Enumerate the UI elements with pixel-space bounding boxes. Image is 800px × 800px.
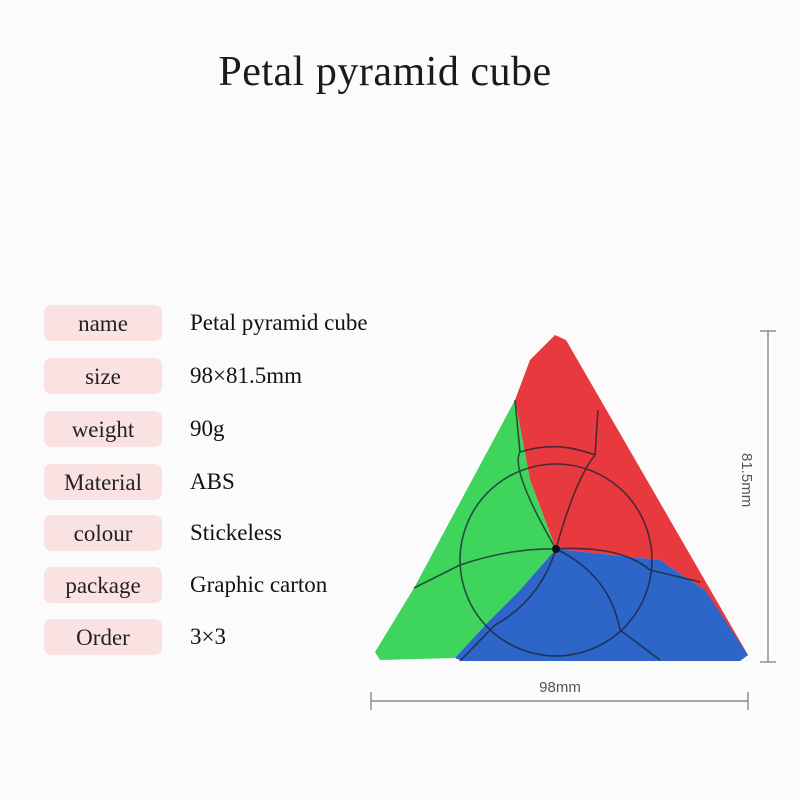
spec-label: Order (44, 619, 162, 655)
spec-value: 90g (190, 416, 225, 441)
groove (459, 624, 496, 662)
height-label: 81.5mm (738, 453, 755, 507)
groove (649, 569, 701, 583)
groove (519, 445, 596, 456)
groove (459, 548, 557, 566)
groove (555, 548, 621, 631)
spec-value: Petal pyramid cube (190, 310, 368, 335)
spec-label: colour (44, 515, 162, 551)
spec-value: 3×3 (190, 624, 226, 649)
groove (413, 564, 461, 589)
width-dimension: 98mm (370, 679, 749, 710)
center-pivot (552, 545, 560, 553)
width-label: 98mm (539, 679, 581, 696)
spec-value: Stickeless (190, 520, 282, 545)
groove (514, 399, 521, 453)
inner-circle-groove (459, 463, 653, 657)
page-title: Petal pyramid cube (218, 49, 552, 95)
spec-label: size (44, 358, 162, 394)
spec-label: package (44, 567, 162, 603)
spec-value: 98×81.5mm (190, 363, 303, 388)
groove (555, 454, 596, 550)
groove (594, 409, 599, 456)
spec-value: ABS (190, 469, 235, 494)
height-dimension: 81.5mm (738, 330, 776, 663)
spec-value: Graphic carton (190, 572, 328, 597)
spec-label: weight (44, 411, 162, 447)
groove (517, 451, 557, 550)
spec-label: name (44, 305, 162, 341)
blue-face-region (455, 549, 748, 661)
spec-label: Material (44, 464, 162, 500)
groove (555, 547, 651, 571)
groove (619, 629, 661, 661)
petal-pyramid-illustration (375, 335, 748, 662)
groove (494, 548, 557, 626)
